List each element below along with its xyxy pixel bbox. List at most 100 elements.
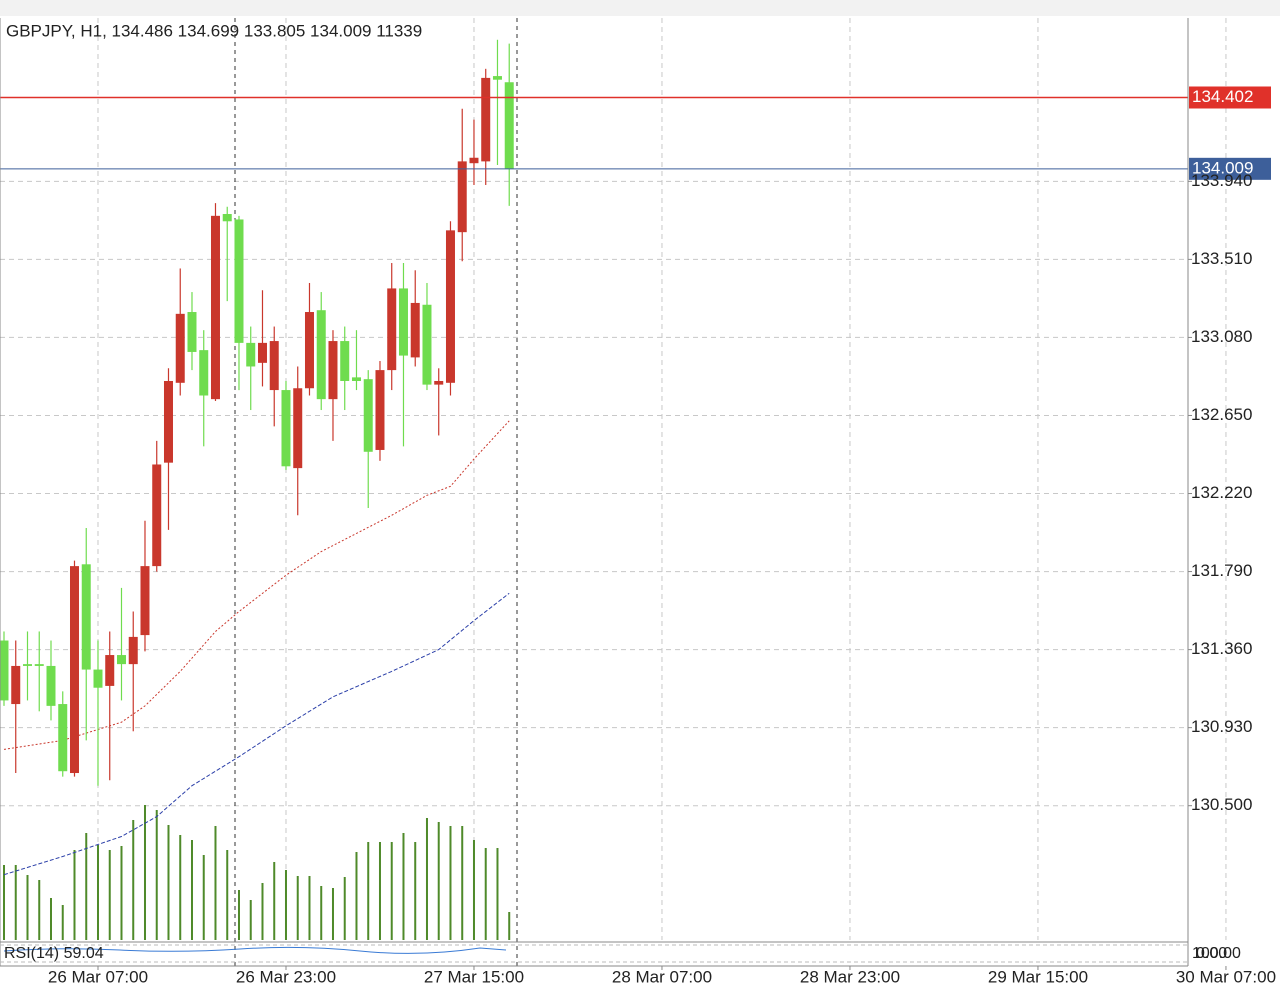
candle-body [128, 636, 138, 665]
volume-bar [49, 897, 52, 940]
volume-bar [202, 854, 205, 940]
volume-bar [461, 825, 464, 940]
candle-body [187, 312, 197, 352]
candle-body [445, 230, 455, 383]
y-tick-label: 130.930 [1191, 717, 1252, 736]
candle-body [316, 310, 326, 400]
candle-body [163, 380, 173, 463]
volume-bar [226, 849, 229, 940]
volume-bar [390, 841, 393, 940]
moving-average-line [3, 420, 510, 750]
chart-title: GBPJPY, H1, 134.486 134.699 133.805 134.… [6, 21, 422, 40]
candle-body [434, 380, 444, 385]
x-tick-label: 27 Mar 15:00 [424, 967, 524, 986]
candle-body [504, 82, 514, 169]
volume-bar [261, 882, 264, 940]
candle-body [234, 219, 244, 343]
volume-layer [2, 804, 511, 940]
candle-body [257, 342, 267, 363]
volume-bar [143, 804, 146, 940]
price-label: 134.402 [1192, 87, 1253, 106]
volume-bar [85, 832, 88, 940]
rsi-level-label: 100.00 [1192, 945, 1241, 962]
candle-body [0, 640, 9, 701]
volume-bar [273, 861, 276, 940]
volume-bar [496, 847, 499, 940]
candle-body [69, 566, 79, 774]
volume-bar [249, 899, 252, 940]
volume-bar [508, 912, 511, 940]
grid-layer [0, 18, 1227, 940]
candle-body [11, 665, 21, 705]
rsi-label: RSI(14) 59.04 [4, 945, 104, 962]
y-tick-label: 132.220 [1191, 483, 1252, 502]
volume-bar [2, 864, 5, 940]
x-tick-label: 26 Mar 07:00 [48, 967, 148, 986]
volume-bar [73, 849, 76, 940]
volume-bar [284, 869, 287, 940]
candle-body [269, 341, 279, 391]
price-label-box [1189, 86, 1271, 109]
candle-body [328, 341, 338, 400]
volume-bar [120, 845, 123, 940]
volume-bar [132, 819, 135, 940]
volume-bar [155, 809, 158, 940]
volume-bar [449, 825, 452, 940]
volume-bar [179, 834, 182, 940]
candle-body [58, 704, 68, 772]
candle-body [93, 669, 103, 688]
y-tick-label: 130.500 [1191, 795, 1252, 814]
status-bar [0, 0, 1280, 16]
candle-body [457, 161, 467, 233]
price-label-box [1189, 157, 1271, 180]
volume-bar [414, 841, 417, 940]
moving-average-line [3, 592, 510, 876]
volume-bar [378, 841, 381, 940]
volume-bar [355, 851, 358, 940]
volume-bar [402, 832, 405, 940]
candle-body [492, 76, 502, 80]
volume-bar [214, 825, 217, 940]
volume-bar [26, 874, 29, 940]
candle-body [304, 312, 314, 389]
y-tick-label: 133.510 [1191, 249, 1252, 268]
x-tick-label: 26 Mar 23:00 [236, 967, 336, 986]
candle-body [363, 379, 373, 452]
ma-layer [3, 420, 510, 876]
candle-body [340, 341, 350, 381]
volume-bar [472, 839, 475, 940]
candle-body [293, 388, 303, 469]
candle-body [375, 370, 385, 450]
y-tick-label: 131.790 [1191, 561, 1252, 580]
x-tick-label: 30 Mar 07:00 [1176, 967, 1276, 986]
volume-bar [61, 904, 64, 940]
candle-body [22, 664, 32, 666]
price-line-layer: 134.402 134.009 [0, 86, 1271, 180]
candle-body [116, 655, 126, 665]
volume-bar [425, 817, 428, 940]
volume-bar [108, 849, 111, 940]
candle-body [422, 304, 432, 385]
volume-bar [96, 844, 99, 940]
volume-bar [367, 841, 370, 940]
candle-body [222, 214, 232, 222]
rsi-level-label: 0.00 [1196, 945, 1227, 962]
y-tick-label: 133.080 [1191, 327, 1252, 346]
volume-bar [484, 847, 487, 940]
candle-body [81, 564, 91, 670]
y-tick-label: 131.360 [1191, 639, 1252, 658]
y-tick-label: 133.940 [1191, 171, 1252, 190]
candle-body [152, 464, 162, 567]
candle-layer [0, 39, 514, 786]
candle-body [140, 566, 150, 636]
volume-bar [437, 821, 440, 940]
volume-bar [237, 889, 240, 940]
candle-body [387, 288, 397, 371]
candle-body [351, 377, 361, 381]
candle-body [410, 302, 420, 358]
candle-body [175, 313, 185, 383]
candle-body [398, 288, 408, 356]
volume-bar [38, 879, 41, 940]
volume-bar [308, 875, 311, 940]
